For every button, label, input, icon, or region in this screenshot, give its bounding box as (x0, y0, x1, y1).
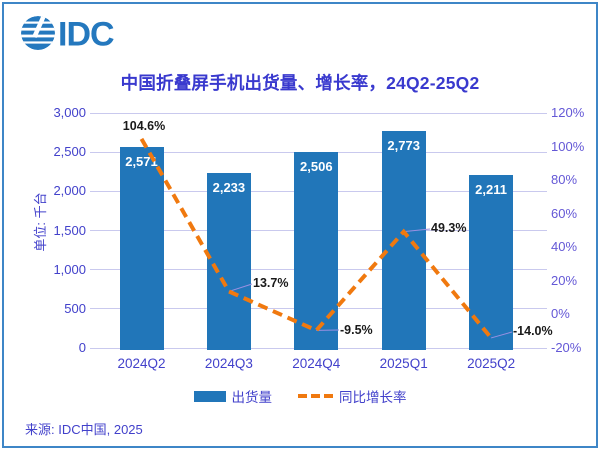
chart-legend: 出货量 同比增长率 (0, 386, 600, 406)
bar-value-label: 2,211 (475, 181, 507, 197)
logo-text: IDC (58, 16, 114, 54)
grid-line (90, 112, 547, 114)
legend-item-shipments: 出货量 (193, 386, 273, 406)
y-axis-tick-right: 40% (551, 239, 578, 255)
source-note: 来源: IDC中国, 2025 (25, 422, 143, 437)
bar-2025Q2 (469, 174, 514, 350)
y-axis-tick-left: 1,000 (53, 261, 86, 277)
growth-value-label: 104.6% (122, 119, 166, 133)
y-axis-tick-left: 3,000 (53, 105, 86, 120)
chart-title: 中国折叠屏手机出货量、增长率，24Q2-25Q2 (120, 73, 480, 93)
bar-2024Q3 (206, 173, 251, 350)
bar-value-label: 2,506 (300, 158, 333, 174)
y-axis-tick-left: 2,500 (53, 144, 86, 160)
growth-value-label: -14.0% (513, 324, 553, 338)
x-axis-label: 2025Q1 (379, 356, 428, 371)
y-axis-tick-right: -20% (551, 340, 582, 355)
y-axis-tick-right: 80% (551, 172, 578, 188)
bar-2025Q1 (381, 130, 426, 350)
growth-value-label: 49.3% (431, 221, 467, 235)
x-axis-label: 2024Q4 (292, 356, 341, 371)
y-axis-tick-left: 2,000 (53, 183, 86, 199)
y-axis-tick-right: 20% (551, 272, 578, 288)
y-axis-tick-right: 0% (551, 306, 570, 322)
y-axis-tick-left: 0 (78, 340, 86, 355)
idc-logo: IDC (21, 16, 115, 54)
legend-label-shipments: 出货量 (231, 390, 273, 405)
bar-value-label: 2,571 (125, 153, 158, 169)
bar-2024Q4 (294, 151, 339, 350)
x-axis-label: 2025Q2 (467, 356, 516, 371)
y-axis-tick-right: 120% (551, 105, 585, 120)
x-axis-label: 2024Q3 (204, 356, 253, 371)
growth-value-label: 13.7% (253, 276, 289, 290)
y-axis-tick-left: 500 (64, 300, 86, 316)
legend-label-growth: 同比增长率 (339, 390, 407, 405)
bar-2024Q2 (119, 146, 164, 350)
legend-line-swatch (298, 394, 333, 398)
legend-bar-swatch (193, 390, 226, 402)
growth-value-label: -9.5% (340, 323, 373, 337)
bar-value-label: 2,773 (387, 137, 420, 153)
y-axis-tick-right: 100% (551, 138, 585, 154)
x-axis-label: 2024Q2 (117, 356, 166, 371)
y-axis-tick-right: 60% (551, 205, 578, 221)
legend-item-growth: 同比增长率 (298, 386, 407, 406)
bar-value-label: 2,233 (212, 180, 246, 196)
y-axis-tick-left: 1,500 (53, 222, 86, 238)
